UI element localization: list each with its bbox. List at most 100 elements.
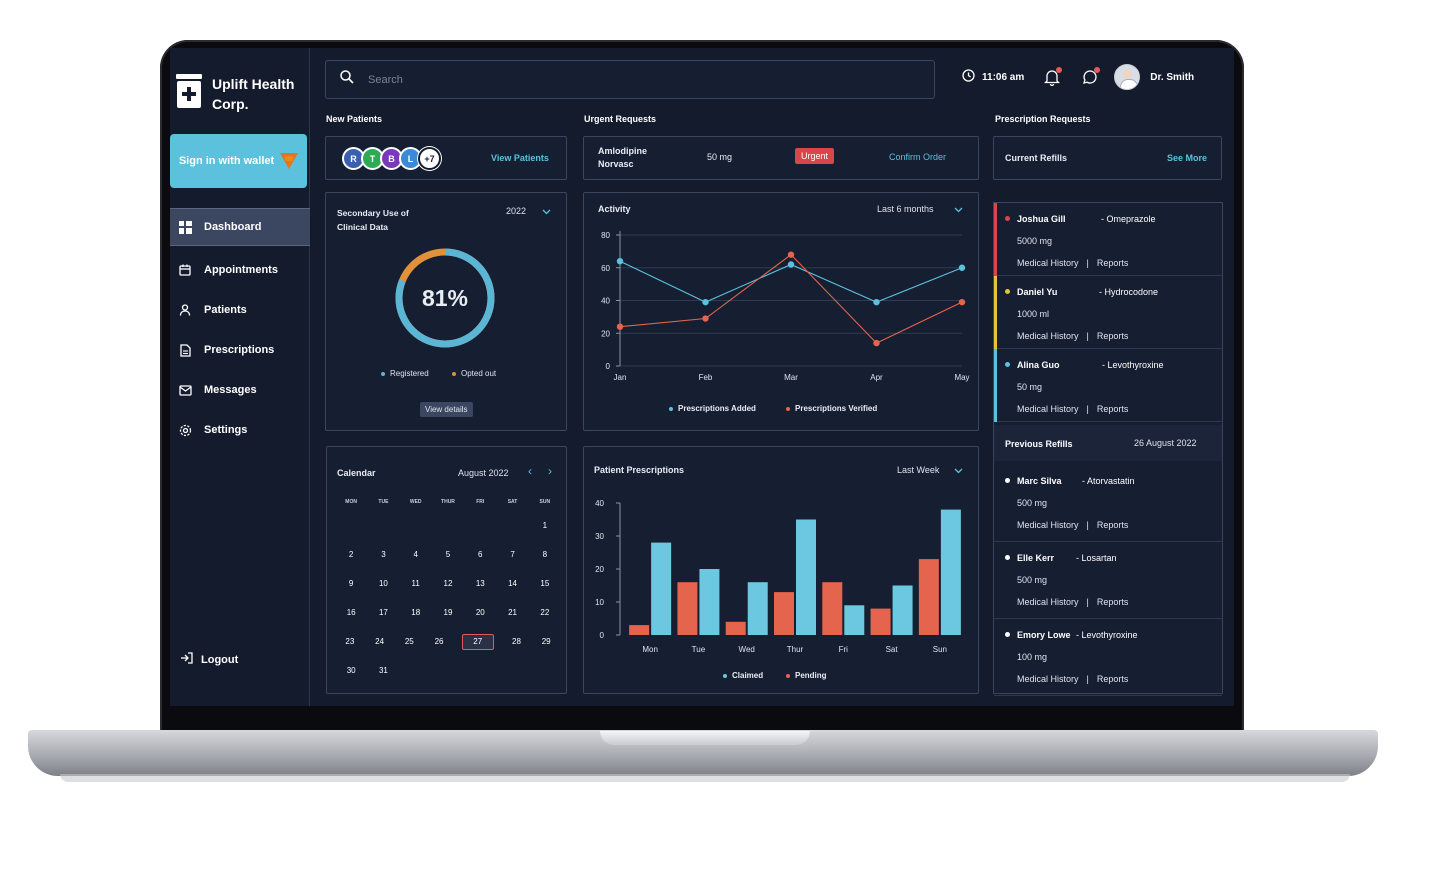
calendar-day[interactable]: 13 xyxy=(475,579,485,588)
data-point[interactable] xyxy=(958,264,966,271)
calendar-day[interactable]: 22 xyxy=(540,608,550,617)
bar[interactable] xyxy=(774,592,794,635)
calendar-day[interactable]: 31 xyxy=(378,666,388,675)
medical-history-link[interactable]: Medical History xyxy=(1017,674,1079,684)
calendar-day[interactable]: 4 xyxy=(413,550,418,559)
calendar-day[interactable]: 9 xyxy=(348,579,354,588)
view-patients-link[interactable]: View Patients xyxy=(491,153,549,163)
calendar-day[interactable]: 23 xyxy=(345,637,355,646)
reports-link[interactable]: Reports xyxy=(1096,597,1129,607)
search-input[interactable] xyxy=(368,73,888,86)
messages-button[interactable] xyxy=(1080,67,1101,87)
calendar-day[interactable]: 11 xyxy=(411,579,420,588)
bar[interactable] xyxy=(940,509,961,635)
calendar-day[interactable]: 17 xyxy=(378,608,388,617)
patient-avatar[interactable]: R xyxy=(342,147,365,170)
refill-entry[interactable]: Marc Silva - Atorvastatin 500 mg Medical Hi… xyxy=(994,465,1222,542)
activity-range-select[interactable]: Last 6 months xyxy=(877,204,934,214)
refill-entry[interactable]: Joshua Gill - Omeprazole 5000 mg Medical Hi… xyxy=(994,203,1222,276)
calendar-day[interactable]: 26 xyxy=(434,637,444,646)
data-point[interactable] xyxy=(958,298,966,306)
notifications-button[interactable] xyxy=(1042,67,1063,87)
sidebar-item-appointments[interactable]: Appointments xyxy=(170,250,310,290)
sidebar-item-settings[interactable]: Settings xyxy=(170,410,310,450)
bar[interactable] xyxy=(796,519,816,636)
bar[interactable] xyxy=(677,582,698,635)
refill-entry[interactable]: Emory Lowe - Levothyroxine 100 mg Medical H… xyxy=(994,619,1222,696)
calendar-day[interactable]: 1 xyxy=(542,521,548,530)
sidebar-item-patients[interactable]: Patients xyxy=(170,290,310,330)
sidebar-item-messages[interactable]: Messages xyxy=(170,370,310,410)
sidebar-item-dashboard[interactable]: Dashboard xyxy=(170,208,310,246)
calendar-day[interactable]: 28 xyxy=(512,637,521,646)
medical-history-link[interactable]: Medical History xyxy=(1017,597,1079,607)
reports-link[interactable]: Reports xyxy=(1096,520,1129,530)
avatar[interactable] xyxy=(1114,64,1141,90)
data-point[interactable] xyxy=(616,258,624,265)
medical-history-link[interactable]: Medical History xyxy=(1017,404,1079,414)
year-select[interactable]: 2022 xyxy=(506,206,527,216)
bar[interactable] xyxy=(699,569,720,635)
see-more-link[interactable]: See More xyxy=(1167,153,1208,163)
bar[interactable] xyxy=(822,582,843,635)
calendar-day[interactable]: 21 xyxy=(508,608,517,617)
bar[interactable] xyxy=(651,542,672,635)
calendar-day[interactable]: 18 xyxy=(411,608,421,617)
view-details-button[interactable]: View details xyxy=(420,402,473,417)
patient-avatar[interactable]: +7 xyxy=(418,147,441,170)
calendar-day[interactable]: 27 xyxy=(461,633,494,650)
refill-entry[interactable]: Elle Kerr - Losartan 500 mg Medical History… xyxy=(994,542,1222,619)
calendar-day[interactable]: 20 xyxy=(475,608,485,617)
calendar-day[interactable]: 15 xyxy=(540,579,550,588)
calendar-day[interactable]: 3 xyxy=(381,550,386,559)
reports-link[interactable]: Reports xyxy=(1096,258,1129,268)
user-name[interactable]: Dr. Smith xyxy=(1150,71,1195,83)
calendar-day[interactable]: 24 xyxy=(375,637,385,646)
calendar-day[interactable]: 10 xyxy=(378,579,388,588)
data-point[interactable] xyxy=(787,251,795,258)
calendar-day[interactable]: 14 xyxy=(508,579,517,588)
bar[interactable] xyxy=(918,559,939,635)
refill-entry[interactable]: Daniel Yu - Hydrocodone 1000 ml Medical His… xyxy=(994,276,1222,349)
data-point[interactable] xyxy=(873,298,880,306)
logout-button[interactable]: Logout xyxy=(180,652,238,667)
data-point[interactable] xyxy=(616,323,624,330)
calendar-day[interactable]: 29 xyxy=(541,637,551,646)
chevron-down-icon[interactable] xyxy=(954,468,963,474)
medical-history-link[interactable]: Medical History xyxy=(1017,520,1079,530)
bar[interactable] xyxy=(725,621,746,635)
calendar-day[interactable]: 7 xyxy=(510,550,515,559)
reports-link[interactable]: Reports xyxy=(1096,674,1129,684)
calendar-day[interactable]: 8 xyxy=(542,550,548,559)
calendar-day[interactable]: 5 xyxy=(445,550,451,559)
medical-history-link[interactable]: Medical History xyxy=(1017,258,1079,268)
data-point[interactable] xyxy=(702,298,709,306)
data-point[interactable] xyxy=(787,261,795,268)
data-point[interactable] xyxy=(702,315,709,322)
calendar-day[interactable]: 30 xyxy=(346,666,356,675)
reports-link[interactable]: Reports xyxy=(1096,331,1129,341)
sign-in-wallet-button[interactable]: Sign in with wallet xyxy=(170,134,307,188)
sidebar-item-prescriptions[interactable]: Prescriptions xyxy=(170,330,310,370)
calendar-day[interactable]: 2 xyxy=(348,550,354,559)
chevron-down-icon[interactable] xyxy=(954,207,963,213)
chevron-left-icon[interactable]: ‹ xyxy=(528,464,532,478)
chevron-right-icon[interactable]: › xyxy=(548,464,552,478)
bar[interactable] xyxy=(892,585,913,636)
calendar-day[interactable]: 19 xyxy=(443,608,453,617)
reports-link[interactable]: Reports xyxy=(1096,404,1129,414)
calendar-day[interactable]: 25 xyxy=(404,637,414,646)
bar[interactable] xyxy=(870,608,891,635)
data-point[interactable] xyxy=(873,339,880,347)
calendar-day[interactable]: 6 xyxy=(478,550,483,559)
confirm-order-link[interactable]: Confirm Order xyxy=(889,152,947,162)
bar[interactable] xyxy=(629,625,650,635)
calendar-day[interactable]: 16 xyxy=(346,608,356,617)
week-range-select[interactable]: Last Week xyxy=(897,465,940,475)
calendar-day[interactable]: 12 xyxy=(443,579,453,588)
refill-entry[interactable]: Alina Guo - Levothyroxine 50 mg Medical His… xyxy=(994,349,1222,422)
patient-avatar[interactable]: L xyxy=(399,147,422,170)
brand-logo[interactable]: Uplift Health Corp. xyxy=(176,74,302,114)
medical-history-link[interactable]: Medical History xyxy=(1017,331,1079,341)
bar[interactable] xyxy=(844,605,865,635)
